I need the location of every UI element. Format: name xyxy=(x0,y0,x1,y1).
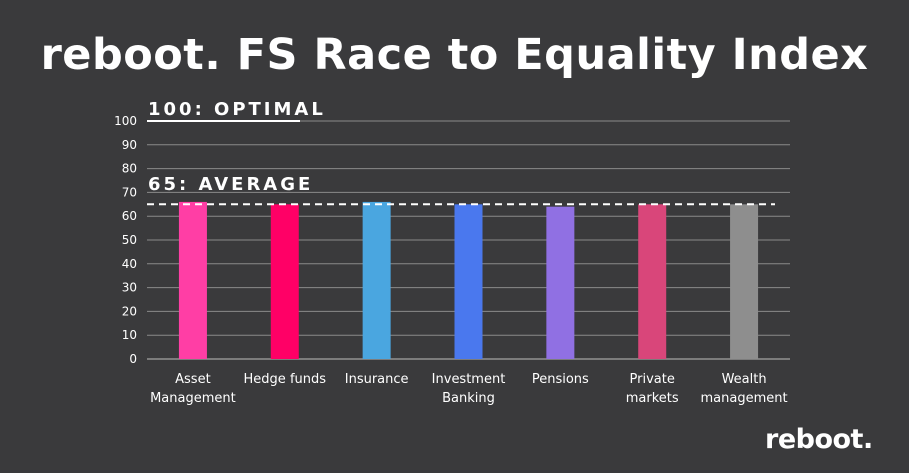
y-tick-label: 40 xyxy=(122,257,137,271)
y-tick-label: 20 xyxy=(122,304,137,318)
y-tick-label: 0 xyxy=(129,352,137,366)
average-reference-label: 65: AVERAGE xyxy=(148,174,314,196)
x-tick-label: Investment xyxy=(432,372,506,387)
x-tick-label: Wealth xyxy=(722,372,767,387)
bar xyxy=(546,206,575,359)
x-tick-label: management xyxy=(701,391,788,406)
x-tick-label: Hedge funds xyxy=(244,372,327,387)
y-tick-label: 30 xyxy=(122,281,137,295)
x-tick-label: markets xyxy=(626,391,679,406)
bar xyxy=(270,204,299,359)
bar xyxy=(730,204,759,359)
y-tick-label: 50 xyxy=(122,233,137,247)
x-tick-label: Insurance xyxy=(345,372,409,387)
y-tick-label: 90 xyxy=(122,138,137,152)
y-tick-label: 60 xyxy=(122,209,137,223)
y-tick-label: 100 xyxy=(114,114,137,128)
chart-title: reboot. FS Race to Equality Index xyxy=(40,30,869,80)
bar xyxy=(454,204,483,359)
x-tick-label: Private xyxy=(630,372,675,387)
optimal-reference-label: 100: OPTIMAL xyxy=(148,99,326,120)
x-tick-label: Banking xyxy=(442,391,495,406)
x-tick-label: Management xyxy=(150,391,236,406)
y-tick-label: 10 xyxy=(122,328,137,342)
bar xyxy=(362,201,391,359)
x-tick-label: Asset xyxy=(175,372,211,387)
bar xyxy=(178,201,207,359)
reboot-logo: reboot. xyxy=(765,424,873,455)
y-tick-label: 80 xyxy=(122,162,137,176)
x-tick-label: Pensions xyxy=(532,372,589,387)
bar xyxy=(638,204,667,359)
y-tick-label: 70 xyxy=(122,185,137,199)
